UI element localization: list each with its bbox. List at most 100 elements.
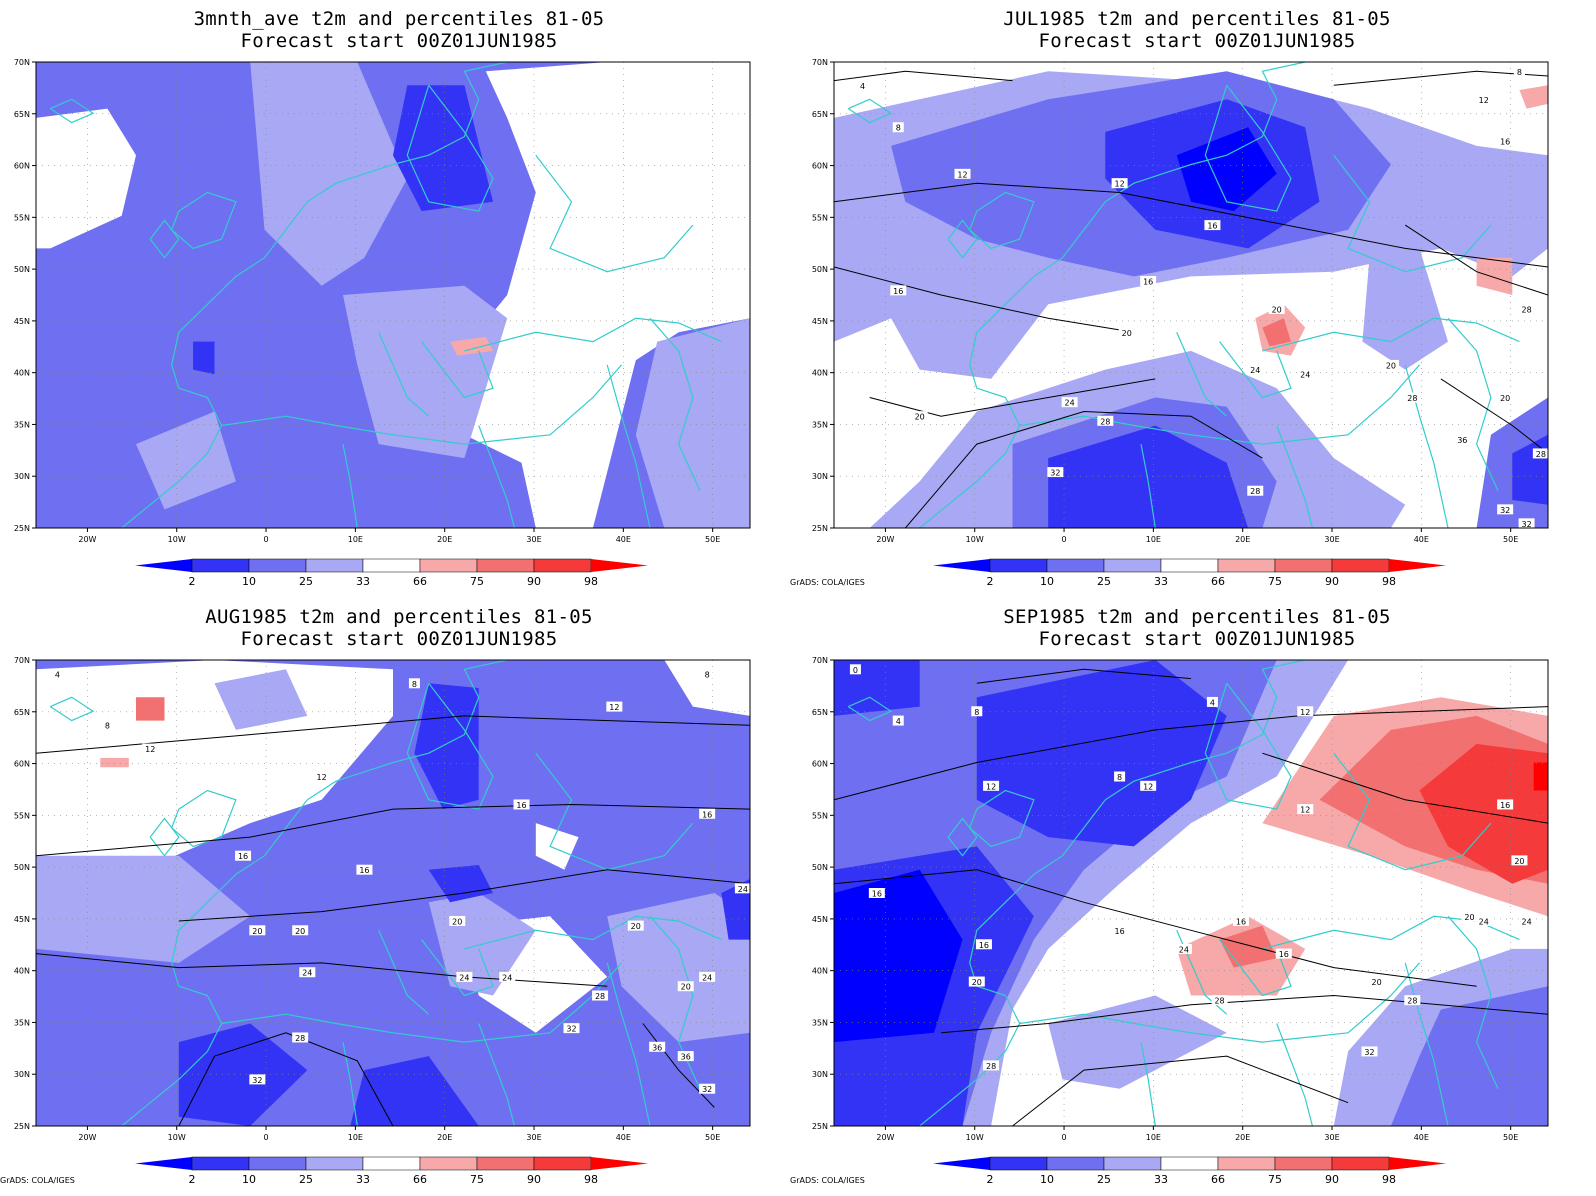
coastline <box>847 98 893 124</box>
lat-tick-label: 60N <box>812 162 828 171</box>
lon-tick-label: 0 <box>1062 535 1067 544</box>
contour-line <box>36 803 750 857</box>
colorbar-label: 98 <box>1382 575 1396 588</box>
percentile-shade-neutral <box>36 108 136 249</box>
contour-label-bg <box>1511 855 1528 866</box>
map-shading <box>36 62 750 528</box>
contour-label: 32 <box>252 1076 262 1085</box>
contour-label-bg <box>911 411 928 422</box>
contour-label-bg <box>299 967 316 978</box>
coastline <box>947 817 978 857</box>
contour-line <box>178 1032 394 1126</box>
contour-label-bg <box>456 971 473 982</box>
percentile-shade-p_25_33 <box>36 855 251 963</box>
map-figure: 70N 65N 60N 55N 50N 45N 40N 35N 30N 25N 20W 10W 0 10E… <box>14 58 751 588</box>
contour-label-bg <box>1204 220 1221 231</box>
percentile-shade-p_lt2 <box>834 869 963 1043</box>
lon-tick-label: 20W <box>876 535 894 544</box>
coastline <box>1019 364 1420 445</box>
colorbar: 2 10 25 33 66 75 90 98 <box>933 1156 1446 1186</box>
contour-line <box>834 266 1134 333</box>
contour-label: 16 <box>893 287 903 296</box>
contour-label-bg <box>1297 804 1314 815</box>
coastline <box>121 425 223 528</box>
contour-label: 20 <box>1272 305 1282 314</box>
colorbar-arrow-low <box>933 559 990 572</box>
panel-subtitle: Forecast start 00Z01JUN1985 <box>240 628 558 650</box>
contour-label-bg <box>1268 303 1285 314</box>
lat-tick-label: 65N <box>812 110 828 119</box>
lon-tick-label: 10W <box>966 1133 984 1142</box>
colorbar: 2 10 25 33 66 75 90 98 <box>135 1156 648 1186</box>
lat-tick-label: 45N <box>14 317 30 326</box>
coastline <box>1140 1041 1156 1126</box>
lat-tick-label: 50N <box>812 863 828 872</box>
colorbar-label: 98 <box>1382 1173 1396 1186</box>
lat-tick-label: 70N <box>14 656 30 665</box>
colorbar-segment <box>1217 558 1276 573</box>
colorbar-label: 75 <box>1268 575 1282 588</box>
contour-label: 8 <box>705 670 710 679</box>
colorbar-label: 33 <box>1154 575 1168 588</box>
lat-tick-label: 25N <box>812 1122 828 1131</box>
colorbar-segment <box>1160 558 1219 573</box>
lat-tick-label: 65N <box>812 708 828 717</box>
lat-tick-label: 40N <box>812 967 828 976</box>
coastline <box>1140 443 1156 528</box>
panel-subtitle: Forecast start 00Z01JUN1985 <box>1038 30 1356 52</box>
map-axes: 70N 65N 60N 55N 50N 45N 40N 35N 30N 25N 20W 10W 0 10E… <box>812 58 1518 544</box>
map-frame <box>35 659 751 1127</box>
contour-label: 12 <box>1300 806 1310 815</box>
lon-tick-label: 10E <box>1146 1133 1161 1142</box>
percentile-shade-p_75_90 <box>136 697 165 721</box>
map-figure: 4881212121616161620202020202424242828282… <box>812 58 1549 588</box>
contour-label-bg <box>734 883 751 894</box>
contour-label: 12 <box>1143 782 1153 791</box>
coastline <box>285 62 508 231</box>
contour-label-bg <box>1513 66 1525 77</box>
colorbar-arrow-high <box>591 1157 648 1170</box>
contour-label-bg <box>1114 771 1126 782</box>
contour-label: 24 <box>1250 366 1260 375</box>
contour-label-bg <box>699 1083 716 1094</box>
percentile-shade-p_lt2 <box>1176 127 1277 212</box>
contour-label: 32 <box>1521 520 1531 529</box>
contour-label-bg <box>1475 915 1492 926</box>
panel-subtitle: Forecast start 00Z01JUN1985 <box>240 30 558 52</box>
colorbar-segment <box>1046 1156 1105 1171</box>
contour-labels: 4 8 8 12 12 12 16 16 16 16 20 20 20 20 20 24 24 24 28 28 28 2… <box>857 66 1549 529</box>
contour-label-bg <box>1497 136 1514 147</box>
coastline <box>171 229 287 426</box>
coastline <box>464 317 722 352</box>
percentile-shade-p_gt98 <box>1533 762 1548 791</box>
percentile-shade-p_66_75 <box>1519 85 1548 109</box>
colorbar-label: 2 <box>987 1173 994 1186</box>
lon-tick-label: 10W <box>168 1133 186 1142</box>
lat-tick-label: 60N <box>812 760 828 769</box>
contour-label: 12 <box>957 170 967 179</box>
colorbar-segment <box>1331 1156 1390 1171</box>
contour-label: 20 <box>681 983 691 992</box>
colorbar: 2 10 25 33 66 75 90 98 <box>135 558 648 588</box>
contour-label: 24 <box>1479 917 1489 926</box>
contour-label: 32 <box>566 1025 576 1034</box>
map-axes: 70N 65N 60N 55N 50N 45N 40N 35N 30N 25N 20W 10W 0 10E… <box>14 58 720 544</box>
contour-label-bg <box>292 1032 309 1043</box>
lat-tick-label: 25N <box>14 524 30 533</box>
grads-credit: GrADS: COLA/IGES <box>790 1176 865 1185</box>
lon-tick-label: 40E <box>1414 1133 1429 1142</box>
contour-label: 24 <box>1065 399 1075 408</box>
contour-label: 16 <box>516 801 526 810</box>
lat-tick-label: 30N <box>812 1070 828 1079</box>
colorbar-segment <box>989 1156 1048 1171</box>
contour-label-bg <box>1211 995 1228 1006</box>
coastline <box>1083 660 1306 829</box>
contour-label-bg <box>1532 448 1549 459</box>
contour-label: 28 <box>295 1034 305 1043</box>
colorbar-arrow-high <box>1389 1157 1446 1170</box>
contour-label: 32 <box>1500 506 1510 515</box>
coastline <box>606 364 651 528</box>
contour-label-bg <box>142 743 159 754</box>
colorbar-label: 33 <box>356 575 370 588</box>
